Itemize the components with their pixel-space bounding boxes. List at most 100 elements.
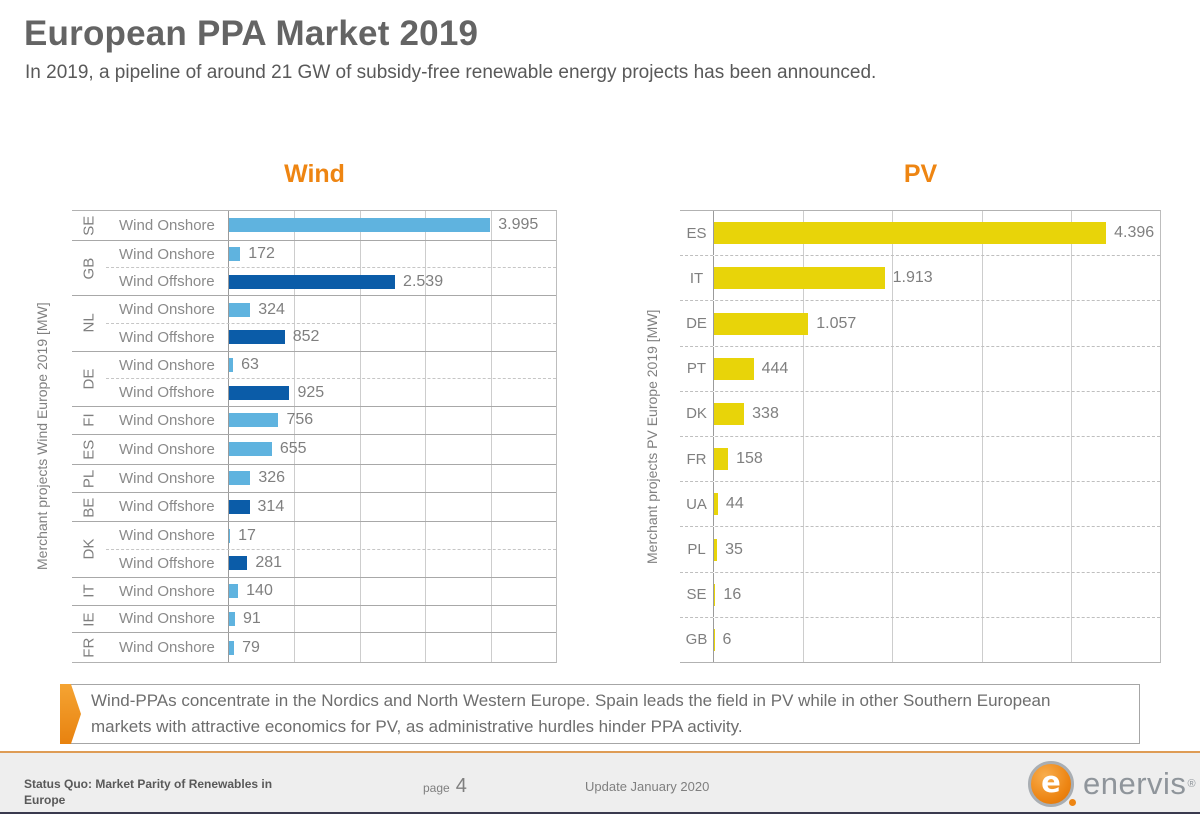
rows-column: 1.057: [713, 301, 1160, 346]
bar: [229, 302, 251, 317]
bar-area: 4.396: [713, 211, 1160, 256]
gridline: [425, 211, 427, 662]
bar-value: 655: [279, 440, 307, 458]
country-label: PL: [687, 541, 706, 559]
country-label: GB: [685, 631, 708, 649]
chart-group: DK Wind Onshore 17 Wind Offshore 281: [72, 521, 556, 577]
bar-value: 314: [257, 497, 285, 515]
bar: [714, 493, 718, 516]
series-label: Wind Onshore: [119, 301, 215, 319]
chart-row: 1.913: [713, 256, 1160, 301]
bar-value: 172: [248, 245, 275, 263]
logo-registered-mark: ®: [1187, 778, 1196, 790]
country-label: BE: [80, 496, 98, 517]
rows-column: Wind Onshore 79: [106, 633, 556, 662]
chart-group: UA 44: [680, 481, 1160, 527]
chart-row: Wind Offshore 314: [106, 492, 556, 522]
bar: [229, 358, 234, 372]
rows-column: 44: [713, 482, 1160, 527]
bar-value: 91: [242, 609, 261, 627]
rows-column: Wind Onshore 140: [106, 577, 556, 605]
chart-row: Wind Onshore 324: [106, 296, 556, 323]
bar-value: 756: [286, 411, 314, 429]
chart-group: DE Wind Onshore 63 Wind Offshore 925: [72, 350, 556, 407]
pv-chart: ES 4.396 IT 1.913 DE 1.057 PT 444 DK 338 FR 158 UA 44…: [680, 210, 1161, 663]
series-label: Wind Onshore: [119, 527, 215, 545]
bar: [229, 611, 235, 626]
rows-column: 6: [713, 617, 1160, 663]
country-label: FI: [80, 413, 98, 428]
bar-area: 925: [228, 379, 556, 407]
bar: [714, 222, 1107, 245]
enervis-logo: e enervis ®: [1028, 761, 1196, 807]
chart-group: BE Wind Offshore 314: [72, 491, 556, 522]
bar-area: 338: [713, 391, 1160, 437]
bar-value: 6: [722, 630, 732, 648]
bar-area: 1.057: [713, 301, 1160, 346]
rows-column: 338: [713, 391, 1160, 437]
country-label: ES: [80, 439, 98, 460]
bar: [229, 274, 396, 289]
bar: [229, 640, 235, 655]
callout-text: Wind-PPAs concentrate in the Nordics and…: [91, 690, 1051, 736]
gridline: [491, 211, 493, 662]
wind-chart: SE Wind Onshore 3.995 GB Wind Onshore 172 Wind…: [72, 210, 557, 663]
chart-group: PT 444: [680, 345, 1160, 391]
chart-group: DE 1.057: [680, 300, 1160, 346]
bar-value: 444: [761, 359, 789, 377]
country-label: SE: [686, 586, 707, 604]
country-label: NL: [80, 313, 98, 334]
chart-row: 16: [713, 572, 1160, 617]
country-label: DK: [686, 405, 707, 423]
chart-row: 35: [713, 527, 1160, 572]
pv-axis-title: Merchant projects PV Europe 2019 [MW]: [644, 309, 660, 564]
series-label: Wind Offshore: [119, 554, 215, 572]
bar-area: 2.539: [228, 268, 556, 296]
chart-group: IT 1.913: [680, 255, 1160, 301]
bar-value: 338: [752, 404, 779, 422]
logo-wordmark: enervis: [1083, 766, 1187, 801]
chart-row: Wind Onshore 172: [106, 240, 556, 268]
country-label: ES: [686, 224, 707, 242]
bar-value: 326: [258, 469, 286, 487]
rows-column: 4.396: [713, 211, 1160, 256]
chart-group: GB Wind Onshore 172 Wind Offshore 2.539: [72, 239, 556, 296]
chart-row: Wind Onshore 79: [106, 633, 556, 662]
bar-area: 63: [228, 351, 556, 379]
chart-row: Wind Onshore 655: [106, 434, 556, 464]
bar: [714, 312, 809, 335]
series-label: Wind Onshore: [119, 411, 215, 429]
bar-value: 140: [246, 582, 273, 600]
bar-value: 925: [297, 383, 325, 401]
chart-group: GB 6: [680, 616, 1160, 663]
rows-column: Wind Offshore 314: [106, 492, 556, 522]
chart-group: IE Wind Onshore 91: [72, 604, 556, 633]
gridlines: [228, 211, 557, 662]
chart-group: PL Wind Onshore 326: [72, 463, 556, 492]
series-label: Wind Onshore: [119, 216, 215, 234]
bar: [714, 583, 716, 606]
page-title: European PPA Market 2019: [24, 14, 479, 53]
bar-area: 158: [713, 437, 1160, 482]
country-label: IE: [80, 611, 98, 626]
bar: [229, 247, 241, 262]
chart-group: ES Wind Onshore 655: [72, 433, 556, 464]
rows-column: Wind Onshore 326: [106, 464, 556, 492]
bar: [229, 218, 491, 233]
chart-row: 1.057: [713, 301, 1160, 346]
chart-group: NL Wind Onshore 324 Wind Offshore 852: [72, 295, 556, 351]
bar-area: 314: [228, 492, 556, 522]
update-text: Update January 2020: [585, 779, 710, 794]
wind-chart-title: Wind: [284, 160, 345, 188]
pv-chart-title: PV: [903, 160, 938, 188]
country-label: FR: [80, 637, 98, 658]
series-label: Wind Offshore: [119, 328, 215, 346]
bar-value: 1.913: [892, 269, 933, 287]
chart-group: PL 35: [680, 526, 1160, 572]
gridline: [293, 211, 295, 662]
bar-area: 3.995: [228, 211, 556, 240]
series-label: Wind Onshore: [119, 639, 215, 657]
series-label: Wind Onshore: [119, 356, 215, 374]
logo-letter: e: [1041, 765, 1061, 799]
country-label: GB: [80, 257, 98, 279]
